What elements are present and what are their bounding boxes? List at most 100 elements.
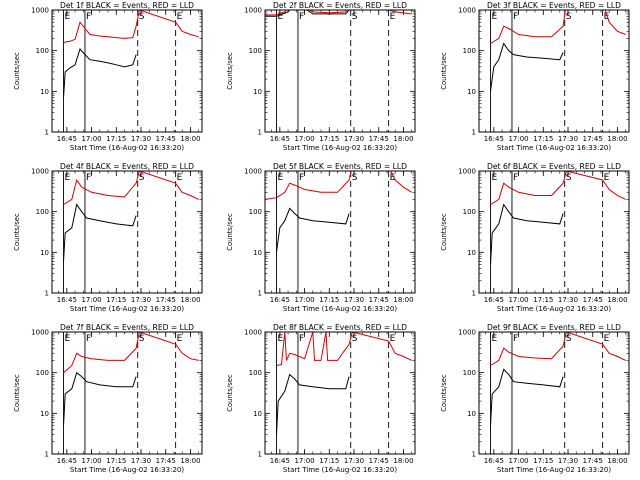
panel-title: Det 9f BLACK = Events, RED = LLD bbox=[487, 323, 621, 332]
x-axis-label: Start Time (16-Aug-02 16:33:20) bbox=[497, 144, 611, 152]
detector-panel-4: Det 4f BLACK = Events, RED = LLD Counts/s… bbox=[13, 162, 203, 313]
series-group bbox=[490, 10, 626, 92]
marker-label: S bbox=[139, 334, 145, 344]
y-tick-label: 10 bbox=[40, 88, 49, 96]
marker-label: F bbox=[299, 12, 304, 22]
detector-panel-1: Det 1f BLACK = Events, RED = LLD Counts/s… bbox=[13, 1, 203, 152]
marker-label: E bbox=[177, 173, 183, 183]
series-line-1 bbox=[490, 203, 564, 265]
x-tick-label: 17:45 bbox=[156, 135, 176, 143]
y-tick-label: 10 bbox=[253, 410, 262, 418]
series-line-2 bbox=[63, 332, 199, 374]
x-tick-label: 17:00 bbox=[81, 296, 101, 304]
series-line-2 bbox=[63, 171, 199, 205]
panel-title: Det 5f BLACK = Events, RED = LLD bbox=[273, 162, 407, 171]
x-tick-label: 17:00 bbox=[508, 135, 528, 143]
y-tick-label: 1 bbox=[258, 129, 262, 137]
marker-label: E bbox=[492, 334, 498, 344]
plot-frame bbox=[51, 331, 203, 455]
x-tick-label: 17:30 bbox=[558, 135, 578, 143]
y-axis-label: Counts/sec bbox=[13, 213, 21, 251]
marker-label: E bbox=[492, 12, 498, 22]
plot-frame bbox=[264, 9, 416, 133]
y-axis-label: Counts/sec bbox=[440, 52, 448, 90]
y-tick-label: 100 bbox=[249, 369, 262, 377]
x-tick-label: 18:00 bbox=[393, 296, 413, 304]
panel-title: Det 7f BLACK = Events, RED = LLD bbox=[60, 323, 194, 332]
y-tick-label: 1 bbox=[472, 129, 476, 137]
x-tick-label: 17:45 bbox=[369, 457, 389, 465]
x-tick-label: 16:45 bbox=[270, 296, 290, 304]
x-tick-label: 18:00 bbox=[393, 457, 413, 465]
y-axis-label: Counts/sec bbox=[226, 213, 234, 251]
y-tick-label: 1000 bbox=[244, 7, 262, 15]
series-line-2 bbox=[276, 332, 412, 366]
panel-title: Det 2f BLACK = Events, RED = LLD bbox=[273, 1, 407, 10]
x-tick-label: 17:30 bbox=[558, 296, 578, 304]
x-tick-label: 17:45 bbox=[583, 296, 603, 304]
series-line-1 bbox=[63, 48, 137, 98]
x-tick-label: 17:30 bbox=[131, 296, 151, 304]
series-line-1 bbox=[265, 10, 350, 17]
x-tick-label: 17:15 bbox=[106, 135, 126, 143]
x-tick-label: 17:30 bbox=[131, 457, 151, 465]
series-line-2 bbox=[490, 332, 626, 366]
series-line-1 bbox=[276, 207, 350, 253]
series-group bbox=[63, 332, 199, 426]
marker-label: S bbox=[566, 173, 572, 183]
x-axis-label: Start Time (16-Aug-02 16:33:20) bbox=[283, 305, 397, 313]
plot-frame bbox=[478, 9, 630, 133]
x-tick-label: 17:15 bbox=[106, 296, 126, 304]
marker-label: E bbox=[177, 334, 183, 344]
marker-label: S bbox=[566, 12, 572, 22]
x-tick-label: 17:45 bbox=[583, 457, 603, 465]
marker-label: E bbox=[604, 12, 610, 22]
panel-title: Det 8f BLACK = Events, RED = LLD bbox=[273, 323, 407, 332]
y-tick-label: 1 bbox=[472, 451, 476, 459]
y-tick-label: 10 bbox=[467, 410, 476, 418]
marker-label: E bbox=[390, 173, 396, 183]
x-tick-label: 17:45 bbox=[156, 457, 176, 465]
x-tick-label: 17:30 bbox=[344, 135, 364, 143]
x-tick-label: 17:00 bbox=[294, 457, 314, 465]
y-tick-label: 10 bbox=[40, 410, 49, 418]
y-tick-label: 10 bbox=[467, 88, 476, 96]
x-tick-label: 18:00 bbox=[393, 135, 413, 143]
marker-label: F bbox=[299, 173, 304, 183]
x-tick-label: 17:15 bbox=[319, 135, 339, 143]
y-tick-label: 100 bbox=[36, 369, 49, 377]
marker-label: E bbox=[604, 173, 610, 183]
x-tick-label: 17:00 bbox=[294, 296, 314, 304]
marker-label: S bbox=[352, 12, 358, 22]
marker-label: E bbox=[492, 173, 498, 183]
panel-title: Det 4f BLACK = Events, RED = LLD bbox=[60, 162, 194, 171]
plot-frame bbox=[478, 170, 630, 294]
x-axis-label: Start Time (16-Aug-02 16:33:20) bbox=[497, 466, 611, 474]
x-tick-label: 16:45 bbox=[57, 457, 77, 465]
series-group bbox=[490, 332, 626, 426]
y-axis-label: Counts/sec bbox=[440, 374, 448, 412]
y-tick-label: 100 bbox=[463, 47, 476, 55]
series-line-2 bbox=[490, 171, 626, 205]
y-tick-label: 1 bbox=[258, 290, 262, 298]
marker-label: E bbox=[65, 173, 71, 183]
x-tick-label: 16:45 bbox=[270, 457, 290, 465]
marker-label: F bbox=[86, 173, 91, 183]
y-tick-label: 100 bbox=[463, 208, 476, 216]
y-tick-label: 1 bbox=[45, 451, 49, 459]
x-tick-label: 17:45 bbox=[156, 296, 176, 304]
y-tick-label: 1000 bbox=[31, 7, 49, 15]
marker-label: S bbox=[566, 334, 572, 344]
x-tick-label: 16:45 bbox=[57, 135, 77, 143]
x-tick-label: 17:15 bbox=[533, 457, 553, 465]
x-tick-label: 17:45 bbox=[369, 296, 389, 304]
series-group bbox=[490, 171, 626, 265]
series-group bbox=[276, 332, 412, 435]
y-tick-label: 100 bbox=[249, 208, 262, 216]
x-tick-label: 18:00 bbox=[180, 296, 200, 304]
x-tick-label: 18:00 bbox=[180, 457, 200, 465]
panel-title: Det 1f BLACK = Events, RED = LLD bbox=[60, 1, 194, 10]
marker-label: E bbox=[604, 334, 610, 344]
series-line-2 bbox=[265, 171, 412, 200]
